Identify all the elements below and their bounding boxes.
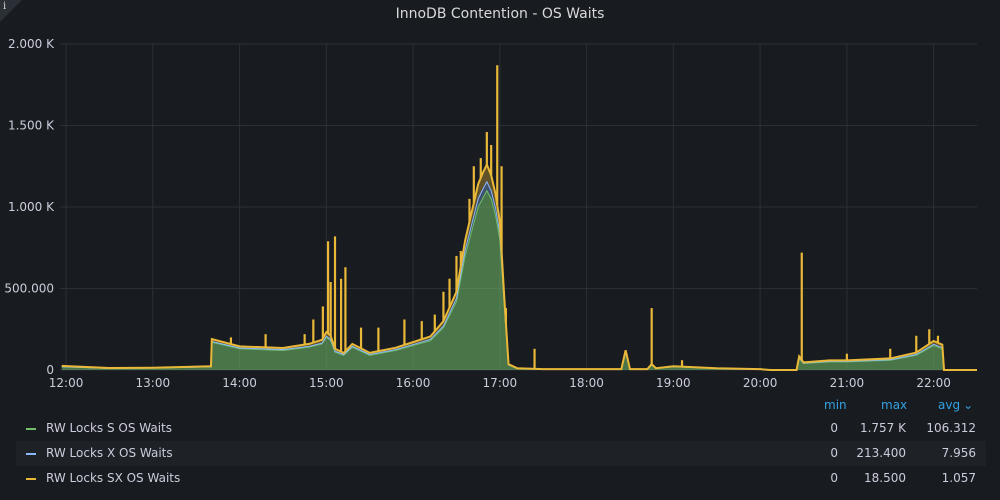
grid-lines	[60, 43, 977, 371]
legend-header-max[interactable]: max	[881, 398, 908, 412]
x-tick-label: 21:00	[830, 376, 865, 390]
series-line-1[interactable]	[61, 189, 977, 371]
series-line-2[interactable]	[61, 180, 977, 371]
legend-swatch	[26, 478, 36, 480]
x-tick-label: 17:00	[483, 376, 518, 390]
y-tick-label: 1.500 K	[8, 119, 55, 133]
x-axis-ticks: 12:00 13:00 14:00 15:00 16:00 17:00 18:00 19:00…	[49, 376, 951, 390]
x-tick-label: 15:00	[309, 376, 344, 390]
legend-header-avg[interactable]: avg ⌄	[938, 398, 973, 412]
legend-value-avg: 7.956	[941, 446, 976, 460]
legend-header: min max avg ⌄	[774, 398, 974, 414]
chevron-down-icon: ⌄	[963, 398, 974, 412]
x-tick-label: 19:00	[656, 376, 691, 390]
chart-canvas[interactable]: 0 500.000 1.000 K 1.500 K 2.000 K 12:00 13:00…	[0, 0, 1000, 394]
legend-swatch	[26, 453, 36, 455]
legend-series-name[interactable]: RW Locks SX OS Waits	[46, 471, 181, 485]
series-area-2[interactable]	[61, 181, 977, 370]
legend-value-max: 1.757 K	[859, 421, 906, 435]
y-tick-label: 500.000	[4, 282, 54, 296]
legend-row[interactable]: RW Locks SX OS Waits 0 18.500 1.057	[16, 466, 986, 491]
legend-value-avg: 106.312	[926, 421, 976, 435]
series-area-1[interactable]	[61, 190, 977, 370]
legend-row[interactable]: RW Locks S OS Waits 0 1.757 K 106.312	[16, 416, 986, 441]
info-icon[interactable]: i	[3, 1, 7, 12]
x-tick-label: 20:00	[743, 376, 778, 390]
series-lines	[61, 162, 977, 371]
legend-value-min: 0	[830, 446, 838, 460]
legend-value-max: 18.500	[864, 471, 906, 485]
x-tick-label: 13:00	[136, 376, 171, 390]
legend-series-name[interactable]: RW Locks S OS Waits	[46, 421, 173, 435]
x-tick-label: 12:00	[49, 376, 84, 390]
series-spikes	[229, 65, 940, 369]
legend-header-avg-label: avg	[938, 398, 961, 412]
legend-row[interactable]: RW Locks X OS Waits 0 213.400 7.956	[16, 441, 986, 466]
x-tick-label: 14:00	[222, 376, 257, 390]
legend-value-avg: 1.057	[941, 471, 976, 485]
legend-value-max: 213.400	[856, 446, 906, 460]
x-tick-label: 18:00	[569, 376, 604, 390]
chart-title[interactable]: InnoDB Contention - OS Waits	[395, 6, 605, 22]
legend-series-name[interactable]: RW Locks X OS Waits	[46, 446, 173, 460]
y-axis-ticks: 0 500.000 1.000 K 1.500 K 2.000 K	[4, 37, 55, 377]
series-area-3[interactable]	[61, 164, 977, 370]
x-tick-label: 22:00	[916, 376, 951, 390]
y-tick-label: 2.000 K	[8, 37, 55, 51]
info-corner[interactable]	[0, 0, 22, 22]
legend-value-min: 0	[830, 421, 838, 435]
series-line-3[interactable]	[61, 162, 977, 371]
legend-swatch	[26, 428, 36, 430]
series-areas	[61, 164, 977, 370]
y-tick-label: 1.000 K	[8, 200, 55, 214]
x-tick-label: 16:00	[396, 376, 431, 390]
y-tick-label: 0	[46, 363, 54, 377]
legend-header-min[interactable]: min	[824, 398, 847, 412]
legend-value-min: 0	[830, 471, 838, 485]
